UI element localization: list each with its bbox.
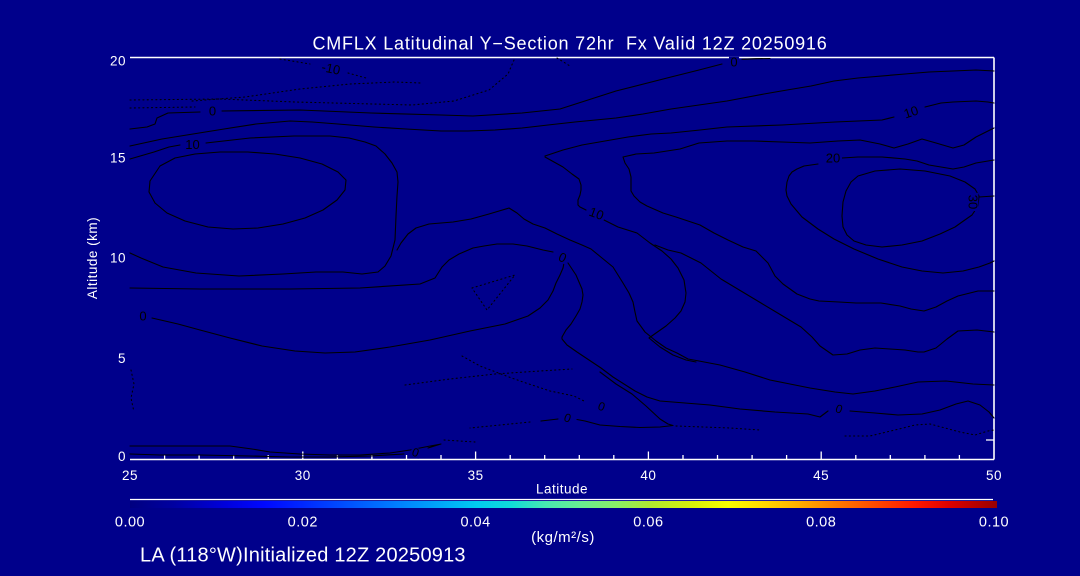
svg-text:50: 50 — [986, 468, 1002, 483]
svg-text:0: 0 — [410, 445, 421, 461]
svg-text:Latitude: Latitude — [536, 482, 588, 497]
svg-text:20: 20 — [826, 151, 840, 166]
svg-text:10: 10 — [185, 137, 199, 152]
svg-text:0: 0 — [833, 401, 844, 417]
svg-text:Altitude (km): Altitude (km) — [85, 217, 100, 299]
svg-text:30: 30 — [295, 468, 311, 483]
svg-text:0.00: 0.00 — [115, 515, 145, 531]
svg-text:5: 5 — [118, 351, 126, 366]
svg-text:0: 0 — [209, 104, 216, 119]
svg-text:40: 40 — [640, 468, 656, 483]
svg-text:0.10: 0.10 — [979, 515, 1009, 531]
svg-text:10: 10 — [110, 251, 126, 266]
svg-text:0.04: 0.04 — [460, 515, 490, 531]
svg-text:0: 0 — [596, 399, 607, 415]
svg-text:0: 0 — [118, 449, 126, 464]
svg-text:LA (118°W)Initialized 12Z 2025: LA (118°W)Initialized 12Z 20250913 — [140, 545, 466, 567]
svg-text:CMFLX Latitudinal Y−Section 72: CMFLX Latitudinal Y−Section 72hr Fx Vali… — [312, 34, 827, 54]
svg-text:30: 30 — [966, 195, 981, 209]
svg-text:10: 10 — [902, 103, 920, 122]
svg-text:(kg/m²/s): (kg/m²/s) — [531, 529, 595, 546]
svg-text:10: 10 — [587, 204, 606, 223]
svg-text:20: 20 — [110, 54, 126, 69]
svg-text:0.06: 0.06 — [633, 515, 663, 531]
svg-text:0: 0 — [139, 309, 146, 324]
svg-text:25: 25 — [122, 468, 138, 483]
svg-text:35: 35 — [468, 468, 484, 483]
svg-text:-10: -10 — [320, 59, 342, 78]
svg-text:0.08: 0.08 — [806, 515, 836, 531]
svg-text:0: 0 — [730, 55, 737, 70]
svg-text:0: 0 — [562, 410, 573, 426]
svg-text:45: 45 — [813, 468, 829, 483]
svg-text:0.02: 0.02 — [288, 515, 318, 531]
svg-text:15: 15 — [110, 151, 126, 166]
